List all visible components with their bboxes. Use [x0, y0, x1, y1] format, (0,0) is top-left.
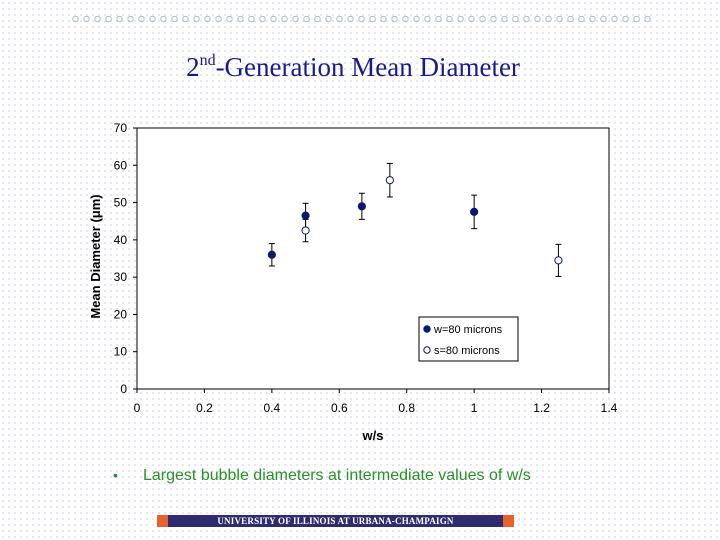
- x-tick-label: 1.2: [533, 401, 550, 415]
- data-point-filled: [301, 211, 310, 220]
- data-point-open: [301, 226, 310, 235]
- data-point-filled: [470, 207, 479, 216]
- y-tick-label: 10: [114, 345, 128, 359]
- plot-area: [136, 127, 610, 390]
- bullet-text: Largest bubble diameters at intermediate…: [143, 467, 531, 484]
- university-footer-bar: UNIVERSITY OF ILLINOIS AT URBANA-CHAMPAI…: [157, 515, 514, 527]
- y-tick-label: 40: [114, 233, 128, 247]
- title-superscript: nd: [199, 52, 216, 69]
- legend-label: w=80 microns: [433, 324, 503, 336]
- title-number: 2: [186, 52, 200, 82]
- x-tick-label: 0.8: [398, 401, 415, 415]
- data-point-open: [554, 256, 563, 265]
- y-axis-label-post: m): [88, 194, 103, 210]
- y-tick-label: 0: [120, 382, 127, 396]
- y-tick-label: 30: [114, 270, 128, 284]
- y-tick-label: 50: [114, 196, 128, 210]
- x-tick-label: 1: [471, 401, 478, 415]
- legend-box: [418, 316, 519, 362]
- slide-title: 2nd-Generation Mean Diameter: [0, 52, 706, 83]
- legend-marker: [423, 346, 431, 354]
- x-axis-ticks: 0 0.2 0.4 0.6 0.8 1 1.2 1.4: [134, 389, 618, 415]
- data-point-filled: [357, 202, 366, 211]
- legend-marker: [423, 325, 431, 333]
- data-point-open: [385, 176, 394, 185]
- decorative-border: [70, 12, 655, 26]
- data-marks: [267, 162, 563, 277]
- y-axis-ticks: 0 10 20 30 40 50 60 70: [114, 121, 137, 396]
- x-tick-label: 0.4: [264, 401, 281, 415]
- bullet-point: • Largest bubble diameters at intermediat…: [113, 467, 531, 485]
- title-text: -Generation Mean Diameter: [215, 52, 520, 82]
- y-tick-label: 60: [114, 158, 128, 172]
- x-tick-label: 0: [134, 401, 141, 415]
- legend: w=80 microns s=80 microns: [418, 316, 519, 362]
- y-axis-label: Mean Diameter (μm): [88, 194, 103, 318]
- x-tick-label: 0.2: [196, 401, 213, 415]
- x-tick-label: 0.6: [331, 401, 348, 415]
- y-axis-label-mu: μ: [88, 210, 103, 218]
- footer-text: UNIVERSITY OF ILLINOIS AT URBANA-CHAMPAI…: [217, 516, 454, 526]
- y-axis-label-pre: Mean Diameter (: [88, 218, 103, 319]
- y-tick-label: 20: [114, 307, 128, 321]
- y-tick-label: 70: [114, 121, 128, 135]
- legend-label: s=80 microns: [434, 345, 500, 357]
- data-point-filled: [267, 250, 276, 259]
- x-tick-label: 1.4: [601, 401, 618, 415]
- bullet-symbol: •: [113, 467, 118, 483]
- x-axis-label: w/s: [362, 428, 384, 443]
